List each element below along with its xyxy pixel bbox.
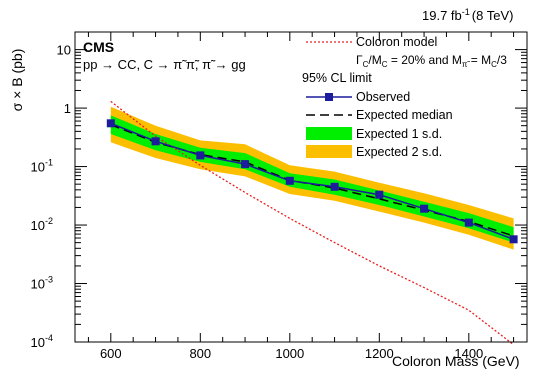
- legend-model-label: Coloron model: [356, 35, 437, 49]
- legend-observed-marker: [325, 93, 333, 101]
- legend-cl-header: 95% CL limit: [302, 71, 372, 85]
- legend-observed-label: Observed: [356, 90, 410, 104]
- y-tick-label: 10-4: [31, 333, 53, 350]
- band-1sd: [110, 115, 514, 243]
- legend-band2-label: Expected 2 s.d.: [356, 145, 442, 159]
- legend-model-params: ΓC/MC = 20% and Mπ̃ = MC/3: [356, 53, 507, 69]
- observed-point: [196, 151, 205, 160]
- y-tick-label: 10: [57, 43, 71, 58]
- observed-point: [151, 137, 160, 146]
- y-axis-title: σ × B (pb): [9, 49, 25, 112]
- observed-point: [285, 176, 294, 185]
- observed-curve: [110, 122, 514, 241]
- observed-point: [420, 204, 429, 213]
- legend-band1-label: Expected 1 s.d.: [356, 127, 442, 141]
- plot-frame: [74, 31, 528, 343]
- observed-point: [509, 235, 518, 244]
- legend: Coloron model ΓC/MC = 20% and Mπ̃ = MC/3…: [302, 35, 507, 159]
- legend-band2-swatch: [306, 145, 352, 158]
- observed-point: [330, 182, 339, 191]
- y-tick-label: 10-1: [31, 158, 53, 175]
- x-tick-label: 1400: [454, 346, 483, 361]
- x-tick-label: 1000: [275, 346, 304, 361]
- x-tick-label: 600: [100, 346, 122, 361]
- y-tick-label: 10-3: [31, 275, 53, 292]
- y-tick-label: 1: [64, 101, 71, 116]
- x-tick-label: 1200: [365, 346, 394, 361]
- uncertainty-bands: [110, 106, 514, 250]
- axes: 600 800 1000 1200 1400 10-4 10-3 10-2 10-1 1 10: [31, 31, 528, 361]
- observed-point: [375, 190, 384, 199]
- observed-curve-group: [106, 119, 518, 244]
- legend-expected-label: Expected median: [356, 108, 453, 122]
- observed-point: [106, 119, 115, 128]
- x-axis-title: Coloron Mass (GeV): [392, 353, 520, 369]
- lumi-label: 19.7 fb-1 (8 TeV): [422, 7, 513, 23]
- legend-band1-swatch: [306, 127, 352, 140]
- observed-point: [241, 160, 250, 169]
- process-label: pp → CC, C → π̃ π̃, π̃ → gg: [83, 57, 246, 72]
- x-tick-label: 800: [189, 346, 211, 361]
- observed-point: [464, 218, 473, 227]
- y-tick-label: 10-2: [31, 216, 53, 233]
- experiment-label: CMS: [83, 39, 114, 55]
